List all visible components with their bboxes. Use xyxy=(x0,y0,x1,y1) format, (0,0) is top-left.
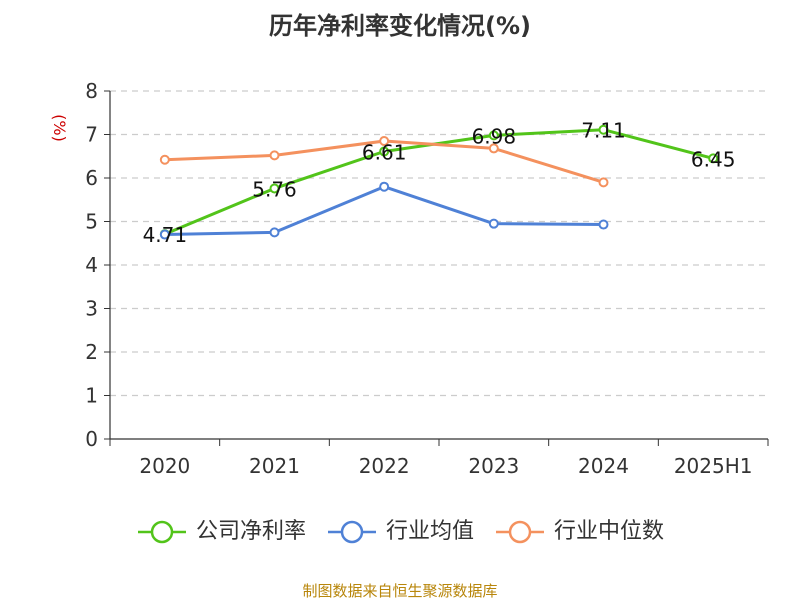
y-tick-label: 3 xyxy=(85,297,98,321)
y-tick-label: 6 xyxy=(85,166,98,190)
series-lines xyxy=(159,124,719,240)
data-point xyxy=(379,136,390,147)
legend-swatch xyxy=(496,520,544,544)
data-label: 4.71 xyxy=(143,223,188,247)
legend-item[interactable]: 行业均值 xyxy=(326,520,474,544)
data-point xyxy=(488,143,499,154)
source-note: 制图数据来自恒生聚源数据库 xyxy=(302,582,498,600)
data-point xyxy=(269,150,280,161)
data-label: 6.61 xyxy=(362,140,407,164)
y-tick-label: 1 xyxy=(85,384,98,408)
legend: 公司净利率 行业均值 行业中位数 xyxy=(0,520,800,544)
data-point xyxy=(598,124,609,135)
data-point xyxy=(379,181,390,192)
x-tick-label: 2022 xyxy=(359,454,410,478)
data-labels: 4.71 5.76 6.61 6.98 7.11 6.45 xyxy=(143,119,736,247)
data-point xyxy=(598,177,609,188)
data-point xyxy=(159,229,170,240)
data-point xyxy=(379,146,390,157)
x-tick-label: 2023 xyxy=(468,454,519,478)
data-label: 5.76 xyxy=(252,177,297,201)
legend-item[interactable]: 公司净利率 xyxy=(136,520,306,544)
data-point xyxy=(488,130,499,141)
y-tick-label: 0 xyxy=(85,427,98,451)
legend-item[interactable]: 行业中位数 xyxy=(494,520,664,544)
chart-title: 历年净利率变化情况(%) xyxy=(269,12,531,40)
x-tick-label: 2024 xyxy=(578,454,629,478)
y-tick-label: 8 xyxy=(85,79,98,103)
data-point xyxy=(269,227,280,238)
data-label: 6.98 xyxy=(472,124,517,148)
legend-swatch xyxy=(137,520,186,544)
legend-label: 行业均值 xyxy=(385,519,474,544)
data-point xyxy=(159,154,170,165)
legend-label: 公司净利率 xyxy=(195,519,306,544)
gridlines xyxy=(110,90,768,397)
y-tick-label: 5 xyxy=(85,210,98,234)
x-tick-label: 2020 xyxy=(139,454,190,478)
y-tick-label: 2 xyxy=(85,340,98,364)
y-axis-label: (%) xyxy=(50,114,69,142)
x-tick-label: 2021 xyxy=(249,454,300,478)
series-line xyxy=(164,185,604,237)
x-tick-label: 2025H1 xyxy=(674,454,753,478)
legend-swatch xyxy=(327,520,376,544)
data-point xyxy=(269,183,280,194)
data-point xyxy=(708,153,719,164)
data-label: 7.11 xyxy=(581,119,626,143)
y-tick-label: 7 xyxy=(85,123,98,147)
data-point xyxy=(598,219,609,230)
axes: 0 1 2 3 4 5 6 7 8 2020 2021 2022 2023 2024 2025H1 xyxy=(85,79,769,478)
y-tick-label: 4 xyxy=(85,253,98,277)
data-label: 6.45 xyxy=(691,147,736,171)
legend-label: 行业中位数 xyxy=(554,519,665,544)
data-point xyxy=(488,218,499,229)
